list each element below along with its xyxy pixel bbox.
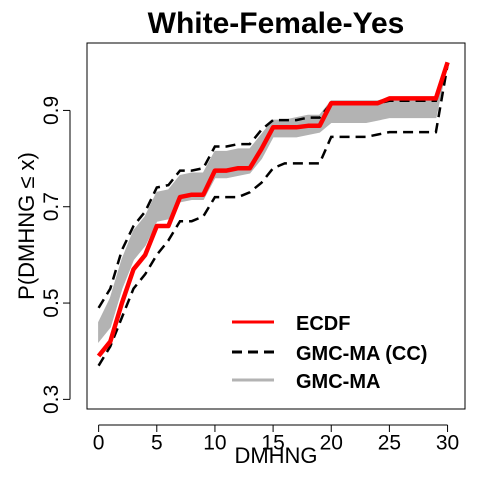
legend-label-ecdf: ECDF	[296, 313, 350, 335]
x-axis: 0 5 10 15 20 25 30	[93, 424, 459, 454]
legend-label-ma: GMC-MA	[296, 371, 380, 393]
gmc-ma-band	[98, 62, 449, 344]
legend-label-cc: GMC-MA (CC)	[296, 343, 427, 365]
x-tick-label: 15	[261, 431, 284, 454]
ecdf-line	[96, 61, 450, 358]
y-tick-label: 0.7	[40, 192, 63, 221]
x-tick-label: 20	[320, 431, 343, 454]
x-tick-label: 0	[93, 431, 105, 454]
y-axis-label: P(DMHNG ≤ x)	[14, 152, 39, 300]
x-tick-label: 25	[378, 431, 401, 454]
x-axis-label: DMHNG	[234, 443, 317, 468]
legend: ECDF GMC-MA (CC) GMC-MA	[232, 313, 427, 393]
plot-frame	[86, 42, 466, 410]
y-axis: 0.3 0.5 0.7 0.9	[40, 96, 71, 414]
x-tick-label: 10	[203, 431, 226, 454]
y-tick-label: 0.9	[40, 96, 63, 125]
chart-title: White-Female-Yes	[148, 7, 405, 40]
y-tick-label: 0.3	[40, 385, 63, 414]
plot-area	[96, 61, 450, 367]
y-tick-label: 0.5	[40, 288, 63, 317]
x-tick-label: 30	[436, 431, 459, 454]
gmc-ma-cc-lower-line	[97, 64, 449, 367]
x-tick-label: 5	[151, 431, 163, 454]
